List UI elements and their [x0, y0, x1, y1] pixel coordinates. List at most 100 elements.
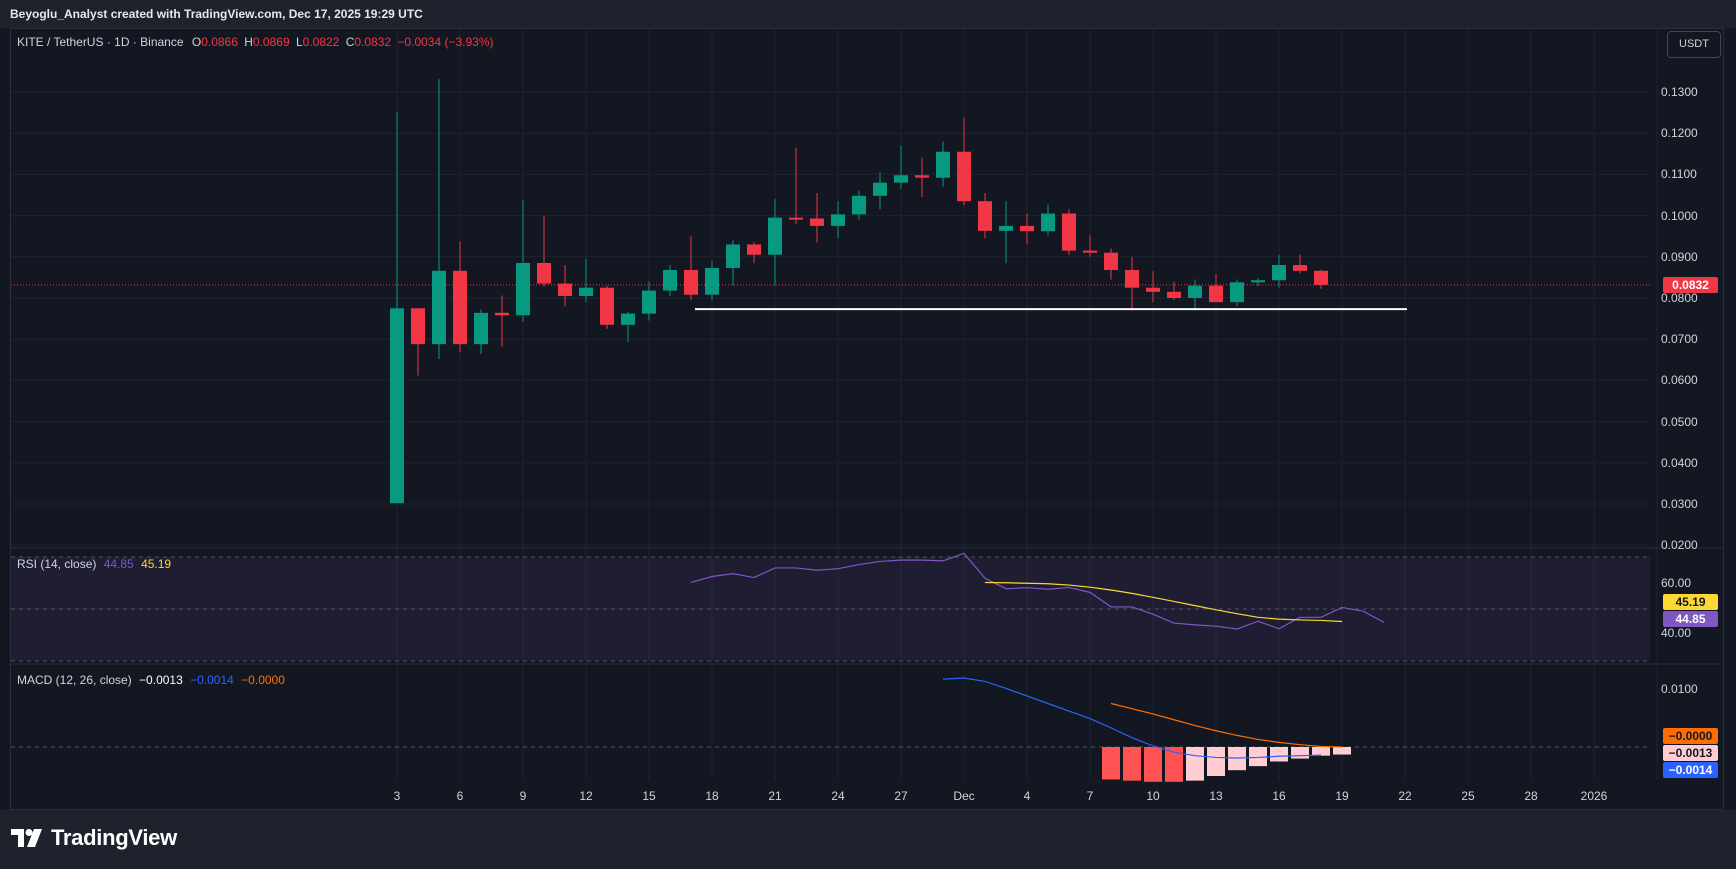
time-axis-label: 27: [894, 789, 908, 803]
price-axis-label: 0.0800: [1661, 291, 1698, 305]
candle-body: [873, 182, 887, 196]
candle-body: [474, 312, 488, 345]
grid-lines: [11, 29, 1723, 780]
brand[interactable]: TradingView: [11, 825, 177, 851]
candle-body: [516, 262, 530, 316]
rsi-tag: 44.85: [1663, 611, 1718, 627]
candle-body: [1167, 291, 1181, 298]
time-axis-label: 4: [1023, 789, 1031, 803]
rsi-line: [690, 552, 1385, 630]
candle-body: [999, 225, 1013, 231]
time-axis-label: 3: [393, 789, 401, 803]
price-axis-label: 0.1100: [1661, 167, 1697, 182]
candle-body: [537, 262, 551, 284]
macd-histogram-bar: [1312, 747, 1330, 756]
rsi-value: 44.85: [103, 557, 134, 571]
macd-histogram-bar: [1249, 747, 1267, 767]
candle-body: [495, 312, 509, 316]
time-axis-label: 15: [642, 789, 656, 803]
macd-line-tag: −0.0014: [1663, 762, 1718, 778]
price-axis-label: 0.1000: [1661, 208, 1698, 223]
candle-body: [747, 244, 761, 255]
rsi-ma-line: [984, 581, 1343, 623]
candle-body: [1209, 285, 1223, 303]
candle-body: [663, 269, 677, 291]
candle-body: [1314, 270, 1328, 285]
macd-histogram-bar: [1207, 747, 1225, 776]
macd-hist-tag: −0.0013: [1663, 745, 1718, 761]
price-axis-label: 0.0600: [1661, 373, 1698, 388]
tradingview-logo-icon: [11, 829, 42, 847]
time-axis-label: 25: [1461, 789, 1475, 803]
time-axis-label: 10: [1146, 789, 1160, 803]
close-label: C: [345, 35, 355, 49]
candle-body: [1146, 287, 1160, 292]
candle-body: [726, 244, 740, 268]
macd-histogram-bar: [1291, 747, 1309, 759]
candle-body: [915, 175, 929, 178]
candle-body: [768, 217, 782, 255]
candle-body: [411, 308, 425, 345]
symbol-legend[interactable]: KITE / TetherUS · 1D · Binance O0.0866 H…: [17, 35, 494, 49]
macd-histogram-bar: [1333, 747, 1351, 755]
rsi-label: RSI (14, close): [17, 557, 97, 571]
candlestick-series: [390, 79, 1328, 504]
rsi-legend[interactable]: RSI (14, close) 44.85 45.19: [17, 557, 171, 571]
macd-label: MACD (12, 26, close): [17, 673, 132, 687]
price-axis-label: 0.0300: [1661, 497, 1698, 511]
candle-body: [957, 151, 971, 202]
open-value: 0.0866: [201, 35, 238, 49]
candle-body: [894, 175, 908, 183]
price-axis-label: 0.1200: [1661, 126, 1698, 141]
rsi-ma-value: 45.19: [141, 557, 172, 571]
candle-body: [390, 308, 404, 504]
price-axis-label: 0.1300: [1661, 85, 1698, 99]
rsi-pane: [11, 552, 1650, 662]
candle-body: [600, 287, 614, 325]
macd-line: [942, 677, 1322, 759]
low-label: L: [295, 35, 303, 49]
macd-signal-value: −0.0000: [241, 673, 285, 687]
time-axis-label: 18: [705, 789, 719, 803]
candle-body: [1230, 282, 1244, 303]
price-axis-label: 0.0500: [1661, 414, 1698, 429]
chart-frame[interactable]: [10, 28, 1724, 810]
time-axis-label: 28: [1524, 789, 1538, 803]
macd-signal-line: [1110, 702, 1343, 748]
macd-histogram-bar: [1165, 747, 1183, 782]
time-axis-label: 12: [579, 789, 593, 803]
macd-histogram-bar: [1270, 747, 1288, 762]
macd-pane: [11, 677, 1650, 782]
open-label: O: [191, 35, 202, 49]
candle-body: [705, 267, 719, 295]
high-label: H: [244, 35, 253, 49]
macd-signal-tag: −0.0000: [1663, 728, 1718, 744]
candle-body: [1062, 213, 1076, 251]
candle-body: [558, 283, 572, 296]
candle-body: [1293, 265, 1307, 271]
macd-histogram-bar: [1144, 747, 1162, 782]
macd-histogram-bar: [1186, 747, 1204, 781]
price-axis-label: 0.0400: [1661, 455, 1698, 470]
candle-body: [1083, 250, 1097, 253]
close-value: 0.0832: [354, 35, 392, 49]
high-value: 0.0869: [252, 35, 290, 49]
candle-body: [1041, 213, 1055, 232]
time-axis-label: 16: [1272, 789, 1286, 803]
macd-legend[interactable]: MACD (12, 26, close) −0.0013 −0.0014 −0.…: [17, 673, 285, 687]
time-axis-label: 9: [519, 789, 527, 803]
time-axis-label: 24: [831, 789, 845, 803]
candle-body: [1020, 225, 1034, 232]
candle-body: [831, 214, 845, 226]
time-axis-label: Dec: [953, 789, 975, 803]
candle-body: [1272, 265, 1286, 281]
macd-axis-label: 0.0100: [1661, 682, 1698, 696]
candle-body: [642, 290, 656, 314]
brand-name: TradingView: [51, 825, 177, 850]
rsi-axis-40: 40.00: [1661, 626, 1692, 640]
currency-button[interactable]: USDT: [1667, 31, 1721, 58]
footer-bar: [0, 810, 1736, 869]
candle-body: [684, 269, 698, 295]
time-axis-label: 6: [456, 789, 464, 803]
